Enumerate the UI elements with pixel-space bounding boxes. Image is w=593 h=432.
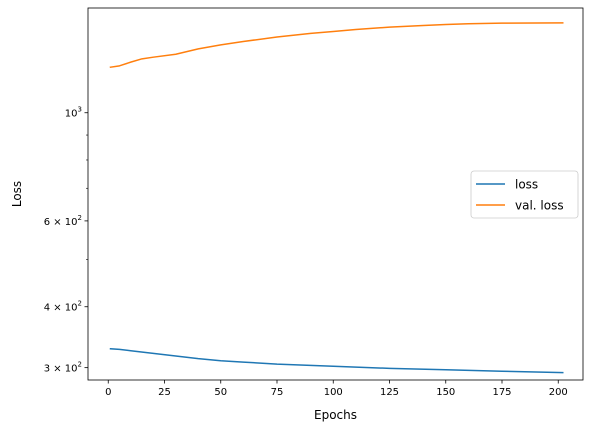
series-line-1 xyxy=(109,22,564,69)
x-tick-label-2: 50 xyxy=(214,387,227,398)
legend-label-0: loss xyxy=(515,178,538,192)
series-line-0 xyxy=(109,347,564,374)
y-tick-label-2: 6 × 102 xyxy=(44,214,82,228)
x-axis-label: Epochs xyxy=(314,408,357,422)
x-tick-label-1: 25 xyxy=(158,387,171,398)
series-layer xyxy=(109,22,564,374)
y-tick-label-1: 4 × 102 xyxy=(44,300,82,314)
y-axis: 3 × 102 4 × 102 6 × 102 103 xyxy=(44,106,88,375)
legend: loss val. loss xyxy=(470,170,579,219)
x-tick-label-7: 175 xyxy=(492,387,511,398)
x-axis: 0 25 50 75 100 125 150 175 200 xyxy=(105,380,568,398)
y-tick-label-3: 103 xyxy=(65,106,82,120)
x-tick-label-0: 0 xyxy=(105,387,111,398)
x-tick-label-8: 200 xyxy=(549,387,568,398)
y-axis-label: Loss xyxy=(10,181,24,207)
y-tick-label-0: 3 × 102 xyxy=(44,361,82,375)
x-tick-label-4: 100 xyxy=(324,387,343,398)
plot-frame xyxy=(87,7,584,381)
legend-label-1: val. loss xyxy=(515,199,564,213)
x-tick-label-6: 150 xyxy=(436,387,455,398)
legend-box xyxy=(470,170,579,219)
x-tick-label-5: 125 xyxy=(380,387,399,398)
x-tick-label-3: 75 xyxy=(271,387,284,398)
